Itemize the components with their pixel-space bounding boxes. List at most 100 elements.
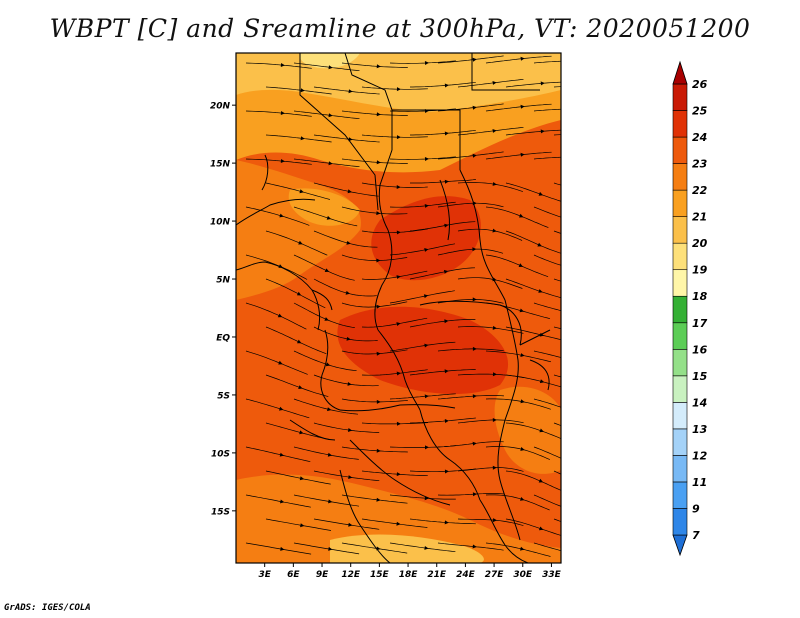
streamline — [313, 422, 380, 433]
streamline-arrow — [396, 322, 401, 326]
streamline — [245, 62, 312, 69]
streamline — [341, 301, 408, 308]
streamline-arrow — [492, 418, 497, 422]
streamline — [389, 290, 455, 304]
streamline — [437, 493, 504, 496]
streamline — [245, 350, 308, 375]
streamline-arrow — [346, 336, 351, 341]
streamline — [553, 422, 561, 426]
streamline-arrow — [324, 317, 329, 321]
streamline-arrow — [518, 263, 523, 267]
streamline — [437, 542, 504, 551]
streamline-arrow — [376, 258, 381, 263]
streamline — [485, 55, 552, 64]
streamline-arrow — [537, 242, 542, 247]
streamline — [361, 86, 428, 90]
colorbar-label: 12 — [692, 449, 708, 462]
streamline-arrow — [444, 179, 449, 184]
streamline-arrow — [280, 63, 285, 67]
streamline — [313, 326, 378, 342]
streamline — [361, 228, 428, 234]
streamline — [361, 422, 429, 425]
streamline — [553, 134, 561, 136]
streamline — [245, 446, 311, 463]
colorbar-swatch — [672, 295, 688, 324]
streamline — [533, 398, 561, 408]
streamline-arrow — [300, 88, 305, 93]
map-frame — [235, 52, 562, 564]
lon-tick-label: 12E — [341, 570, 361, 580]
colorbar-label: 24 — [692, 131, 707, 144]
streamline-arrow — [569, 59, 573, 63]
streamline-arrow — [376, 497, 381, 502]
streamline-arrow — [326, 215, 332, 220]
streamline — [341, 542, 408, 554]
streamline-arrow — [347, 382, 352, 386]
lat-tick-label: 15S — [211, 507, 230, 517]
streamline — [485, 151, 552, 160]
lon-tick-label: 24E — [456, 570, 476, 580]
streamline-arrow — [589, 85, 593, 89]
streamline-arrow — [492, 465, 497, 470]
streamline — [485, 494, 550, 511]
streamline-arrow — [298, 385, 303, 389]
lat-tick-label: 5N — [216, 276, 230, 286]
streamline — [265, 86, 332, 95]
lat-tick-label: EQ — [216, 333, 230, 343]
streamline-arrow — [539, 379, 545, 384]
streamline-arrow — [396, 371, 401, 376]
streamline-arrow — [278, 360, 283, 365]
colorbar-label: 17 — [692, 317, 708, 330]
streamline — [389, 201, 456, 208]
streamline-arrow — [586, 433, 590, 437]
streamline — [533, 542, 561, 552]
colorbar-swatch — [672, 216, 688, 244]
streamline-arrow — [566, 459, 571, 463]
streamline-arrow — [324, 268, 330, 272]
streamline-arrow — [492, 129, 497, 133]
streamline — [553, 374, 561, 378]
streamline-arrow — [492, 325, 497, 330]
streamline-arrow — [492, 372, 497, 377]
longitude-axis: 3E 6E 9E 12E 15E 18E 21E 24E 27E 30E 33E — [258, 563, 562, 580]
colorbar-swatch — [672, 110, 688, 138]
streamline — [505, 518, 561, 536]
streamline — [409, 221, 476, 232]
lat-tick-label: 20N — [210, 102, 231, 112]
streamline-arrow — [396, 87, 401, 92]
streamline-arrow — [444, 319, 449, 324]
colorbar-swatch — [672, 348, 688, 377]
streamline — [533, 446, 561, 459]
streamline-arrow — [519, 308, 524, 313]
colorbar-swatch — [672, 455, 688, 483]
streamline — [533, 108, 561, 112]
colorbar-high-arrow — [672, 60, 688, 85]
streamline — [265, 278, 326, 309]
streamline-arrow — [539, 332, 544, 337]
streamline — [409, 369, 476, 376]
streamline-arrow — [520, 497, 525, 501]
colorbar-label: 18 — [692, 290, 708, 303]
streamline — [245, 494, 311, 508]
streamline — [293, 254, 355, 281]
streamline — [554, 567, 619, 580]
streamline-arrow — [348, 428, 353, 432]
streamline — [361, 317, 428, 328]
streamline-arrow — [396, 135, 401, 140]
streamline-arrow — [296, 291, 302, 296]
streamline-arrow — [472, 394, 477, 399]
streamline — [457, 182, 524, 192]
streamline-arrow — [520, 447, 525, 451]
streamline-arrow — [566, 217, 570, 221]
streamline — [553, 278, 561, 282]
streamline — [293, 494, 360, 507]
streamline — [553, 230, 561, 234]
streamline — [341, 206, 408, 215]
streamline — [505, 182, 561, 202]
streamline — [485, 350, 552, 363]
streamline — [485, 398, 551, 410]
streamline — [553, 326, 561, 330]
lon-tick-label: 3E — [258, 570, 271, 580]
streamline-arrow — [588, 572, 592, 576]
streamline-arrow — [279, 406, 284, 411]
